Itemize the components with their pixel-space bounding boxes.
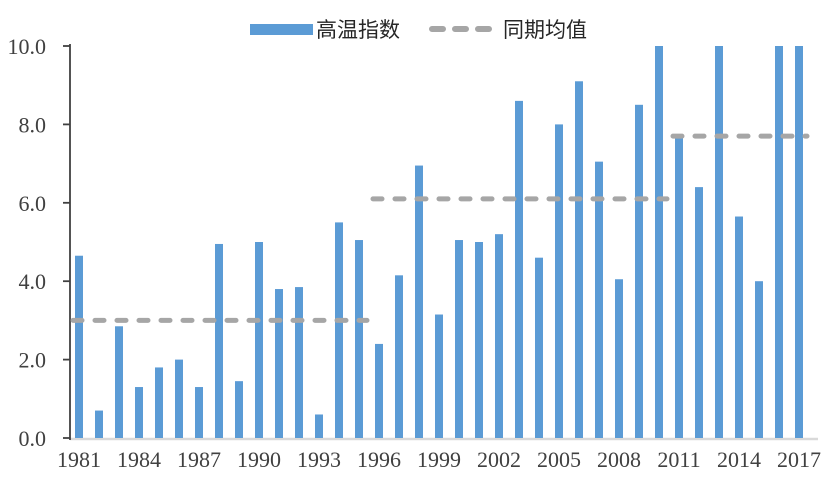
y-axis-label: 4.0 <box>19 269 47 294</box>
bar-1981 <box>75 255 83 438</box>
bar-2013 <box>715 46 723 438</box>
bar-2014 <box>735 216 743 438</box>
bar-2001 <box>475 242 483 438</box>
bar-2012 <box>695 187 703 438</box>
bar-2016 <box>775 46 783 438</box>
bar-1985 <box>155 367 163 438</box>
bar-1994 <box>335 222 343 438</box>
x-axis-label: 1984 <box>117 447 161 472</box>
bar-1982 <box>95 410 103 438</box>
x-axis-label: 1993 <box>297 447 341 472</box>
y-axis-label: 2.0 <box>19 348 47 373</box>
y-axis-label: 6.0 <box>19 191 47 216</box>
bar-2000 <box>455 240 463 438</box>
x-axis-label: 1996 <box>357 447 401 472</box>
bar-2006 <box>575 81 583 438</box>
legend-bar-swatch <box>250 24 313 35</box>
bar-1990 <box>255 242 263 438</box>
legend: 高温指数 同期均值 <box>250 18 587 42</box>
x-axis-label: 2014 <box>717 447 761 472</box>
bar-1992 <box>295 287 303 438</box>
x-axis-label: 2011 <box>657 447 700 472</box>
y-axis-label: 0.0 <box>19 426 47 451</box>
bar-2008 <box>615 279 623 438</box>
bar-1986 <box>175 359 183 438</box>
x-axis-label: 1999 <box>417 447 461 472</box>
y-axis-label: 8.0 <box>19 112 47 137</box>
bar-1983 <box>115 326 123 438</box>
y-axis-label: 10.0 <box>8 34 47 59</box>
x-axis-label: 2002 <box>477 447 521 472</box>
bar-1995 <box>355 240 363 438</box>
x-axis-label: 2008 <box>597 447 641 472</box>
plot-area: 0.0 2.0 4.0 6.0 8.0 10.0 1981 1984 1987 1990 1993 1… <box>8 34 822 472</box>
bar-1997 <box>395 275 403 438</box>
bar-2004 <box>535 257 543 438</box>
bar-1984 <box>135 387 143 438</box>
legend-line-label: 同期均值 <box>503 18 587 42</box>
bar-2011 <box>675 138 683 438</box>
bar-1998 <box>415 165 423 438</box>
bar-2003 <box>515 100 523 438</box>
bar-2007 <box>595 161 603 438</box>
bar-1993 <box>315 414 323 438</box>
bar-2010 <box>655 46 663 438</box>
x-axis-label: 1981 <box>57 447 101 472</box>
bar-1996 <box>375 343 383 438</box>
x-axis-label: 2017 <box>777 447 821 472</box>
bar-2005 <box>555 124 563 439</box>
bar-1991 <box>275 289 283 438</box>
bar-1987 <box>195 387 203 438</box>
bar-2002 <box>495 234 503 438</box>
bar-1999 <box>435 314 443 438</box>
bar-2017 <box>795 46 803 438</box>
bar-2015 <box>755 281 763 438</box>
x-axis-label: 1987 <box>177 447 221 472</box>
x-axis-label: 2005 <box>537 447 581 472</box>
bar-2009 <box>635 104 643 439</box>
x-axis-label: 1990 <box>237 447 281 472</box>
bar-1989 <box>235 381 243 438</box>
legend-bar-label: 高温指数 <box>316 18 400 42</box>
bar-1988 <box>215 243 223 438</box>
